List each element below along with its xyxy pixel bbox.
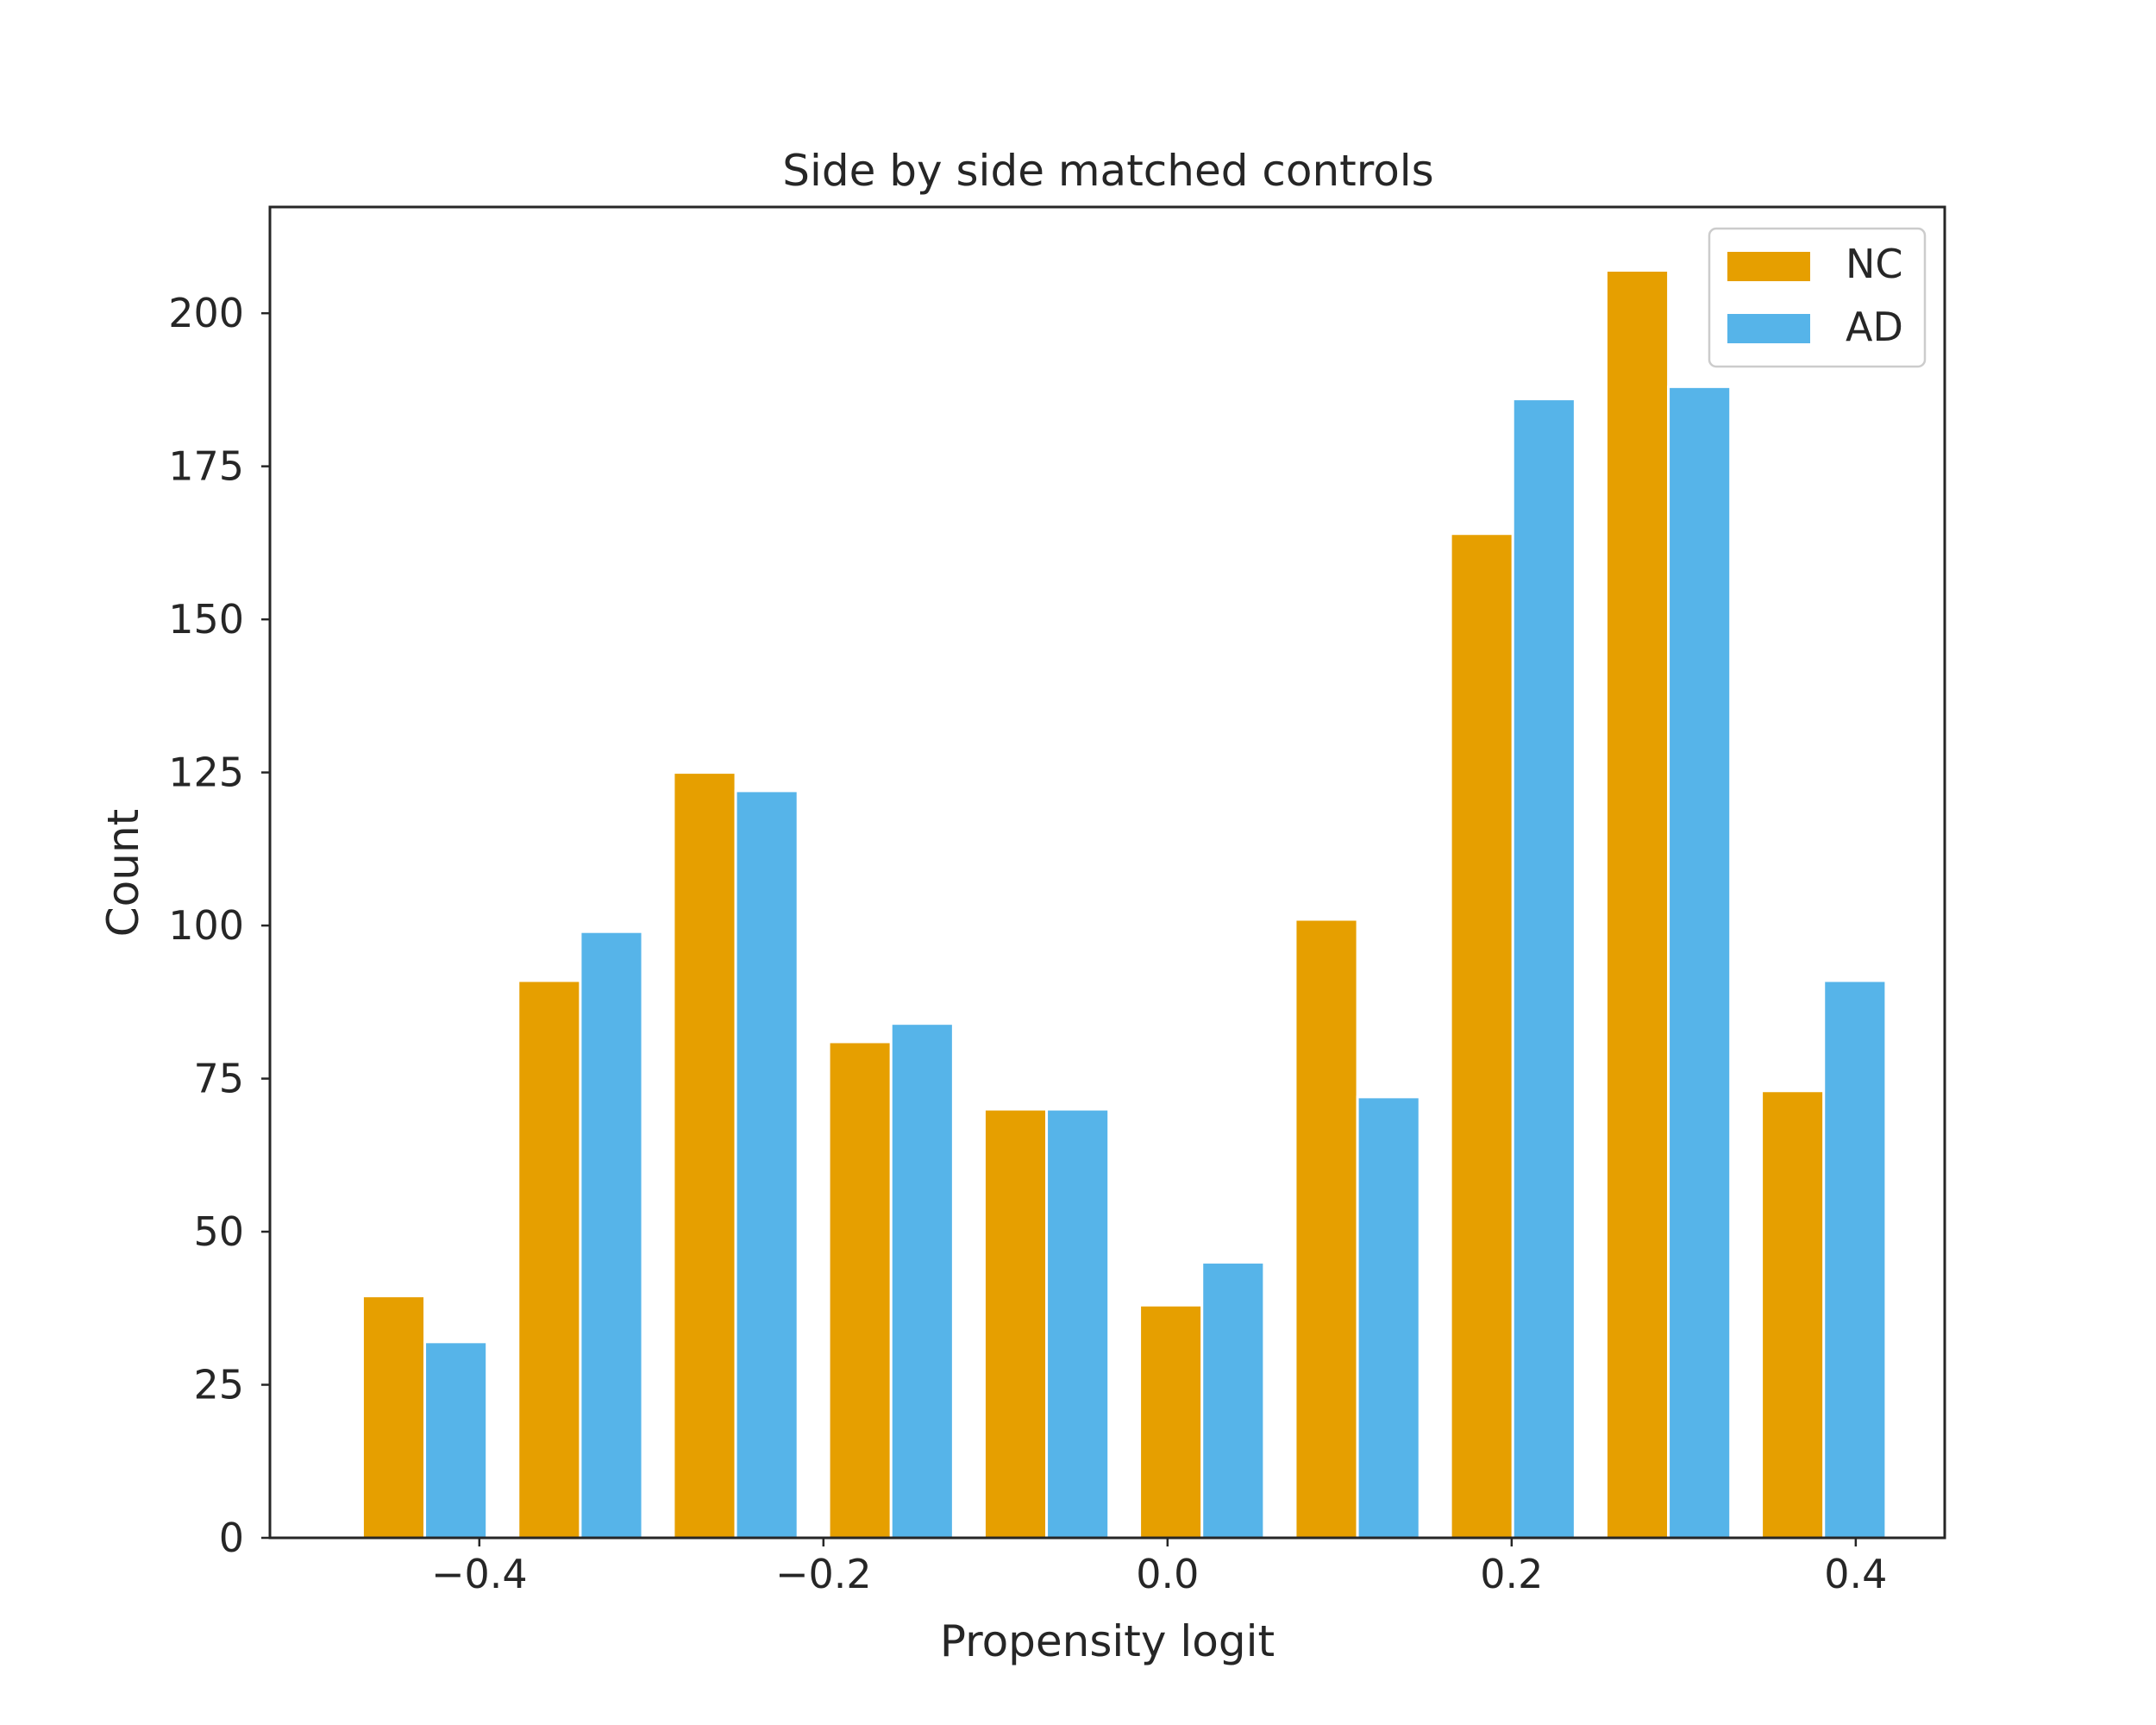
plot-frame [268, 205, 1946, 1540]
bar-nc-3 [827, 1040, 893, 1540]
bar-nc-2 [672, 771, 737, 1540]
bar-nc-4 [982, 1107, 1049, 1540]
bar-nc-6 [1294, 918, 1359, 1540]
legend-swatch-nc [1727, 252, 1810, 281]
bar-nc-8 [1604, 268, 1670, 1540]
bar-nc-5 [1138, 1303, 1204, 1540]
bar-ad-4 [1045, 1107, 1111, 1540]
legend-label-ad: AD [1846, 304, 1903, 350]
y-axis-ticks: 0 25 50 75 100 125 150 175 200 [168, 290, 270, 1561]
bar-ad-5 [1200, 1261, 1266, 1540]
legend-swatch-ad [1727, 314, 1810, 343]
bar-ad-6 [1356, 1095, 1421, 1540]
y-tick-label: 175 [168, 443, 244, 490]
bar-ad-7 [1511, 398, 1576, 1540]
y-tick-label: 200 [168, 290, 244, 336]
bar-nc-1 [517, 979, 582, 1540]
x-tick-label: 0.0 [1136, 1551, 1199, 1597]
legend-label-nc: NC [1846, 241, 1903, 287]
x-axis-ticks: −0.4 −0.2 0.0 0.2 0.4 [431, 1538, 1887, 1597]
y-tick-label: 100 [168, 902, 244, 949]
x-tick-label: −0.2 [775, 1551, 872, 1597]
x-tick-label: −0.4 [431, 1551, 528, 1597]
y-tick-label: 0 [219, 1515, 244, 1561]
x-tick-label: 0.4 [1824, 1551, 1887, 1597]
bar-ad-3 [889, 1022, 955, 1540]
bar-nc-0 [360, 1295, 427, 1540]
chart-title: Side by side matched controls [782, 146, 1433, 196]
bar-nc-7 [1449, 532, 1514, 1540]
bars-group [360, 268, 1888, 1540]
legend: NC AD [1708, 227, 1927, 368]
y-tick-label: 25 [193, 1362, 244, 1408]
y-tick-label: 50 [193, 1208, 244, 1255]
bar-ad-0 [423, 1340, 489, 1540]
y-axis-label: Count [98, 809, 148, 938]
bar-ad-1 [579, 930, 644, 1540]
bar-ad-9 [1822, 979, 1888, 1540]
bar-ad-8 [1667, 385, 1733, 1540]
y-tick-label: 75 [193, 1056, 244, 1102]
x-axis-label: Propensity logit [940, 1616, 1275, 1666]
bar-nc-9 [1760, 1089, 1826, 1540]
bar-ad-2 [734, 789, 799, 1540]
x-tick-label: 0.2 [1480, 1551, 1543, 1597]
y-tick-label: 125 [168, 750, 244, 796]
y-tick-label: 150 [168, 596, 244, 643]
